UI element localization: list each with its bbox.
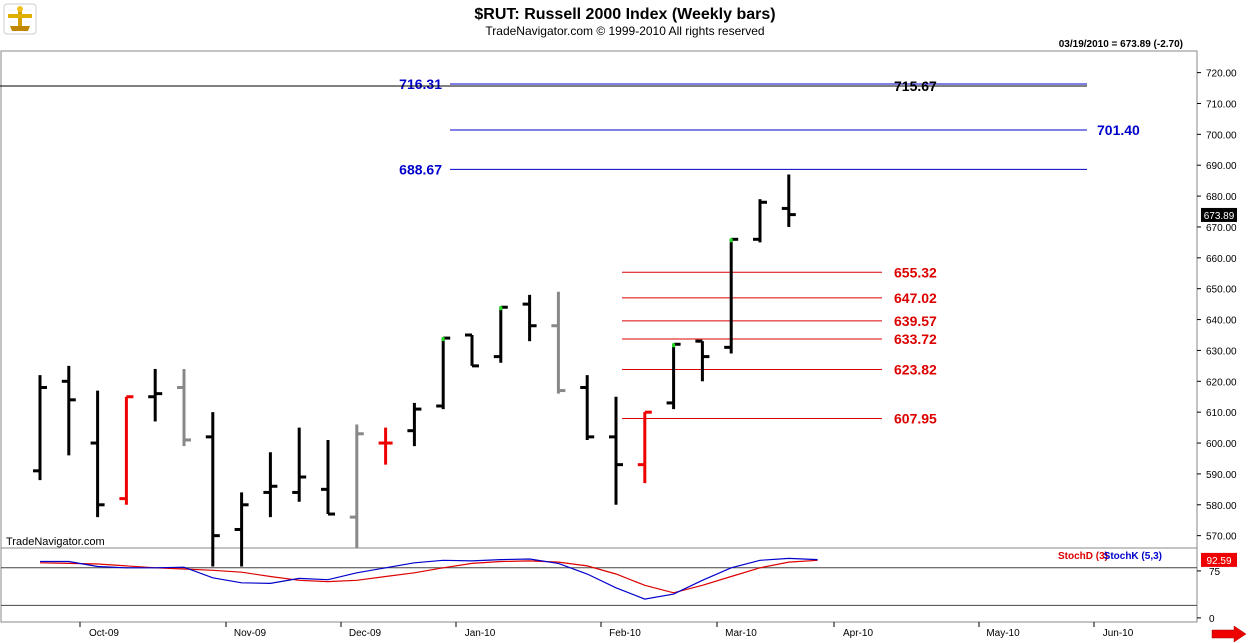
ohlc-bar	[493, 305, 508, 363]
ohlc-bar	[349, 424, 364, 548]
ohlc-bar	[61, 365, 76, 456]
x-tick-label: Jun-10	[1103, 628, 1134, 639]
ohlc-bar	[522, 294, 537, 342]
watermark: TradeNavigator.com	[6, 536, 105, 548]
price-tick-label: 700.00	[1206, 130, 1237, 141]
price-tick-label: 690.00	[1206, 161, 1237, 172]
stochk-line	[40, 557, 818, 600]
tradenavigator-logo-icon	[3, 3, 37, 35]
level-label: 715.67	[894, 78, 937, 94]
stoch-panel-frame	[0, 547, 1198, 623]
level-label: 647.02	[894, 290, 937, 306]
ohlc-bar	[724, 237, 739, 354]
stochd-line	[39, 559, 818, 594]
price-tick-label: 670.00	[1206, 223, 1237, 234]
ohlc-bar	[292, 427, 307, 502]
price-tick-label: 610.00	[1206, 408, 1237, 419]
ohlc-bars	[33, 174, 796, 567]
ohlc-bar	[321, 439, 335, 516]
price-axis: 570.00 580.00 590.00 600.00 610.00 620.00 630.…	[1197, 69, 1237, 543]
bar-high-tick	[672, 343, 676, 348]
stoch-tick-label: 0	[1209, 614, 1215, 625]
price-tick-label: 580.00	[1206, 501, 1237, 512]
ohlc-bar	[436, 336, 451, 410]
price-tick-label: 630.00	[1206, 346, 1237, 357]
legend-stochk: StochK (5,3)	[1104, 551, 1162, 562]
x-tick-label: May-10	[986, 628, 1020, 639]
ohlc-bar	[234, 492, 249, 567]
ohlc-bar	[695, 339, 710, 382]
legend-stochd: StochD (3)	[1058, 551, 1108, 562]
last-price-label: 673.89	[1204, 211, 1235, 222]
ohlc-bar	[781, 174, 796, 227]
ohlc-bar	[263, 452, 278, 518]
price-tick-label: 620.00	[1206, 377, 1237, 388]
level-label: 607.95	[894, 411, 937, 427]
price-tick-label: 570.00	[1206, 532, 1237, 543]
x-tick-label: Feb-10	[609, 628, 641, 639]
stoch-last-label: 92.59	[1206, 556, 1231, 567]
price-tick-label: 640.00	[1206, 316, 1237, 327]
ohlc-bar	[177, 368, 191, 447]
x-tick-label: Mar-10	[725, 628, 757, 639]
price-tick-label: 680.00	[1206, 192, 1237, 203]
x-axis: Oct-09 Nov-09 Dec-09 Jan-10 Feb-10 Mar-10 Apr-…	[79, 622, 1134, 639]
chart-title: $RUT: Russell 2000 Index (Weekly bars)	[474, 6, 775, 23]
last-price-marker: 673.89	[1201, 207, 1237, 222]
bar-high-tick	[729, 238, 733, 243]
ohlc-bar	[580, 375, 595, 440]
level-label: 623.82	[894, 362, 937, 378]
ohlc-bar	[90, 390, 105, 518]
level-label: 655.32	[894, 264, 937, 280]
chart-subtitle: TradeNavigator.com © 1999-2010 All right…	[485, 24, 764, 38]
price-tick-label: 660.00	[1206, 254, 1237, 265]
level-label: 639.57	[894, 313, 937, 329]
price-tick-label: 590.00	[1206, 470, 1237, 481]
ohlc-bar	[119, 395, 134, 505]
ohlc-bar	[205, 412, 220, 567]
ohlc-bar	[609, 396, 623, 505]
price-panel-frame	[0, 50, 1198, 549]
ohlc-bar	[666, 342, 681, 410]
scroll-right-icon[interactable]	[1211, 625, 1247, 643]
price-tick-label: 720.00	[1206, 69, 1237, 80]
ohlc-bar	[753, 199, 767, 243]
ohlc-bar	[148, 368, 163, 422]
x-tick-label: Oct-09	[89, 628, 119, 639]
x-tick-label: Nov-09	[234, 628, 267, 639]
level-label: 688.67	[399, 161, 442, 177]
level-label: 716.31	[399, 76, 442, 92]
last-price-box	[1201, 207, 1237, 222]
ohlc-bar	[33, 375, 47, 481]
stoch-last-box	[1201, 552, 1237, 567]
bar-high-tick	[441, 337, 445, 342]
price-tick-label: 710.00	[1206, 99, 1237, 110]
stoch-tick-label: 75	[1209, 567, 1221, 578]
x-tick-label: Jan-10	[465, 628, 496, 639]
ohlc-bar	[465, 333, 479, 368]
bar-high-tick	[499, 306, 503, 311]
x-tick-label: Apr-10	[843, 628, 873, 639]
quote-readout: 03/19/2010 = 673.89 (-2.70)	[1059, 39, 1183, 50]
fib-levels: 716.31 715.67 701.40 688.67 655.32 647.02 639.…	[0, 76, 1140, 427]
level-label: 701.40	[1097, 122, 1140, 138]
ohlc-bar	[407, 402, 422, 447]
ohlc-bar	[378, 427, 393, 465]
x-tick-label: Dec-09	[349, 628, 382, 639]
ohlc-bar	[637, 410, 652, 484]
ohlc-bar	[551, 291, 566, 394]
price-tick-label: 600.00	[1206, 439, 1237, 450]
price-tick-label: 650.00	[1206, 285, 1237, 296]
level-label: 633.72	[894, 331, 937, 347]
